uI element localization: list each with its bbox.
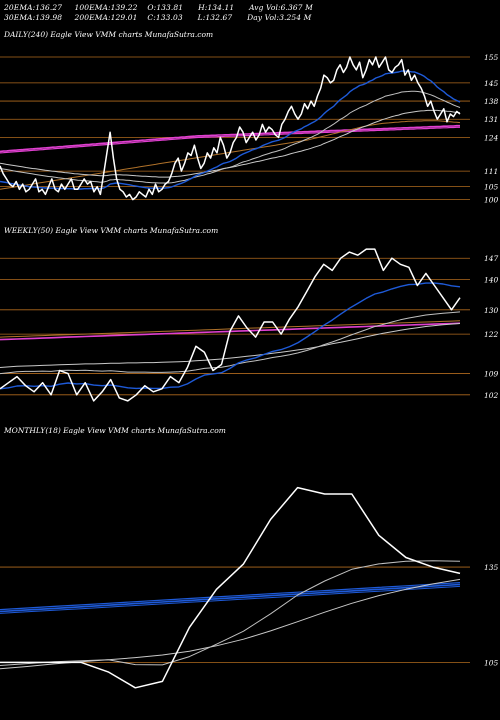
- y-tick-label: 147: [484, 254, 499, 263]
- ema-line-6: [0, 126, 460, 154]
- open-value: 133.81: [156, 3, 184, 12]
- avgvol-label: Avg Vol:: [249, 3, 281, 12]
- ema200-label: 200EMA:: [74, 13, 111, 22]
- y-tick-label: 105: [484, 658, 499, 667]
- ema-line-4: [0, 320, 461, 338]
- header-row-1: 20EMA:136.27 100EMA:139.22 O:133.81 H:13…: [4, 3, 313, 12]
- y-tick-label: 105: [484, 183, 499, 192]
- ema30-value: 139.98: [35, 13, 63, 22]
- low-value: 132.67: [205, 13, 233, 22]
- y-tick-label: 155: [484, 53, 499, 62]
- ema-line-2: [0, 90, 461, 184]
- monthly-panel-title: MONTHLY(18) Eagle View VMM charts Munafa…: [4, 426, 226, 435]
- y-tick-label: 131: [484, 115, 498, 124]
- ema-line-3: [0, 323, 461, 368]
- dayvol-label: Day Vol:: [247, 13, 280, 22]
- y-tick-label: 138: [484, 97, 499, 106]
- y-tick-label: 109: [484, 370, 499, 379]
- daily-panel-title: DAILY(240) Eagle View VMM charts MunafaS…: [4, 30, 214, 39]
- ema-line-3: [0, 583, 461, 613]
- ema-line-5: [0, 585, 461, 614]
- y-tick-label: 140: [484, 275, 499, 284]
- ema200-value: 129.01: [110, 13, 138, 22]
- price-line: [0, 248, 461, 402]
- open-label: O:: [147, 3, 157, 12]
- y-tick-label: 111: [484, 167, 498, 176]
- chart-panel-0: 155 145 138 131 124 111 105 100: [0, 53, 499, 205]
- high-value: 134.11: [207, 3, 235, 12]
- ema-line-1: [0, 560, 461, 666]
- header-row-2: 30EMA:139.98 200EMA:129.01 C:133.03 L:13…: [4, 13, 311, 22]
- low-label: L:: [197, 13, 206, 22]
- weekly-panel-title: WEEKLY(50) Eagle View VMM charts MunafaS…: [4, 226, 219, 235]
- chart-panel-1: 147 140 130 122 109 102: [0, 248, 499, 402]
- avgvol-value: 6.367 M: [280, 3, 313, 12]
- y-tick-label: 145: [484, 79, 499, 88]
- ema-line-4: [0, 582, 461, 611]
- ema100-label: 100EMA:: [74, 3, 111, 12]
- close-value: 133.03: [155, 13, 183, 22]
- high-label: H:: [198, 3, 208, 12]
- ema30-label: 30EMA:: [4, 13, 36, 22]
- y-tick-label: 124: [484, 133, 499, 142]
- ema20-label: 20EMA:: [4, 3, 36, 12]
- ema20-value: 136.27: [35, 3, 63, 12]
- y-tick-label: 102: [484, 391, 499, 400]
- y-tick-label: 130: [484, 306, 499, 315]
- ema100-value: 139.22: [110, 3, 138, 12]
- price-line: [0, 486, 461, 689]
- ema-line-2: [0, 311, 461, 375]
- price-line: [0, 56, 461, 201]
- y-tick-label: 122: [484, 330, 499, 339]
- y-tick-label: 135: [484, 563, 499, 572]
- y-tick-label: 100: [484, 196, 499, 205]
- dayvol-value: 3.254 M: [279, 13, 312, 22]
- close-label: C:: [147, 13, 156, 22]
- ema-line-1: [0, 282, 461, 390]
- ema-line-2: [0, 578, 461, 670]
- ema-line-5: [0, 124, 460, 153]
- chart-panel-2: 135 105: [0, 486, 499, 689]
